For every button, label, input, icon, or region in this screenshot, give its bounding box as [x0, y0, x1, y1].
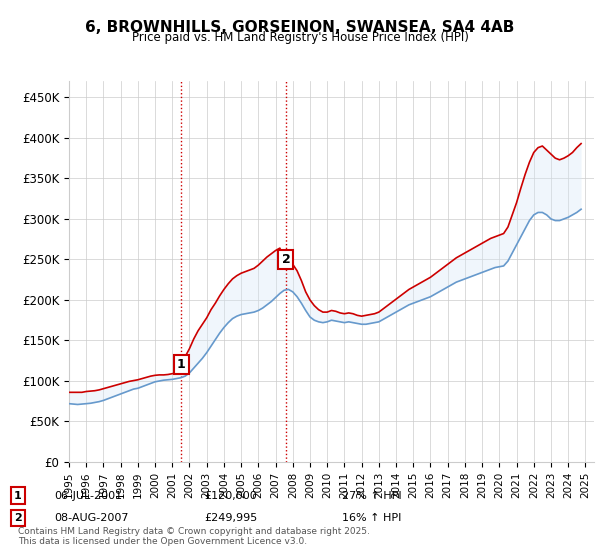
Text: 27% ↑ HPI: 27% ↑ HPI — [342, 491, 401, 501]
Text: £120,000: £120,000 — [204, 491, 257, 501]
Text: 6, BROWNHILLS, GORSEINON, SWANSEA, SA4 4AB: 6, BROWNHILLS, GORSEINON, SWANSEA, SA4 4… — [85, 20, 515, 35]
Text: 2: 2 — [281, 253, 290, 266]
Text: 1: 1 — [14, 491, 22, 501]
Text: 2: 2 — [14, 513, 22, 523]
Text: 08-AUG-2007: 08-AUG-2007 — [54, 513, 128, 523]
Text: £249,995: £249,995 — [204, 513, 257, 523]
Text: 16% ↑ HPI: 16% ↑ HPI — [342, 513, 401, 523]
Text: Price paid vs. HM Land Registry's House Price Index (HPI): Price paid vs. HM Land Registry's House … — [131, 31, 469, 44]
Text: 06-JUL-2001: 06-JUL-2001 — [54, 491, 122, 501]
Text: Contains HM Land Registry data © Crown copyright and database right 2025.
This d: Contains HM Land Registry data © Crown c… — [18, 526, 370, 546]
Text: 1: 1 — [177, 358, 185, 371]
